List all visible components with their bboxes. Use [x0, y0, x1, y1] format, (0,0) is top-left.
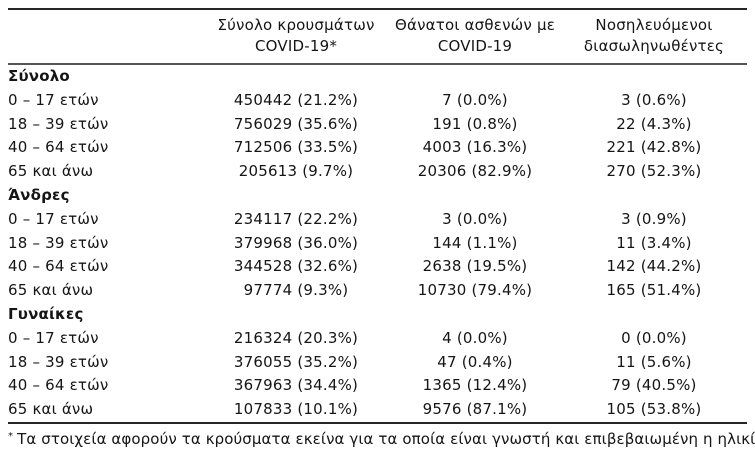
age-group-label: 40 – 64 ετών [8, 376, 109, 395]
table-row: 0 – 17 ετών 216324 (20.3%) 4 (0.0%) 0 (0… [8, 327, 747, 351]
cases-cell: 756029 (35.6%) [233, 114, 359, 133]
intubated-cell: 11 (3.4%) [616, 233, 692, 252]
age-group-label: 40 – 64 ετών [8, 138, 109, 157]
table-header: Σύνολο κρουσμάτων COVID-19* Θάνατοι ασθε… [8, 9, 747, 64]
deaths-cell: 2638 (19.5%) [422, 257, 528, 276]
intubated-cell: 3 (0.9%) [621, 209, 687, 228]
intubated-cell: 270 (52.3%) [606, 162, 702, 181]
deaths-cell: 20306 (82.9%) [417, 162, 533, 181]
deaths-cell: 3 (0.0%) [442, 209, 508, 228]
cases-cell: 234117 (22.2%) [233, 209, 359, 228]
section-row-total: Σύνολο [8, 64, 747, 89]
deaths-cell: 4 (0.0%) [442, 328, 508, 347]
age-group-label: 18 – 39 ετών [8, 114, 109, 133]
age-group-label: 0 – 17 ετών [8, 90, 99, 109]
section-label: Γυναίκες [8, 304, 84, 323]
table-row: 0 – 17 ετών 234117 (22.2%) 3 (0.0%) 3 (0… [8, 208, 747, 232]
age-group-label: 40 – 64 ετών [8, 257, 109, 276]
intubated-cell: 79 (40.5%) [611, 376, 697, 395]
age-group-label: 18 – 39 ετών [8, 233, 109, 252]
table-row: 0 – 17 ετών 450442 (21.2%) 7 (0.0%) 3 (0… [8, 89, 747, 113]
table-row: 18 – 39 ετών 756029 (35.6%) 191 (0.8%) 2… [8, 113, 747, 137]
deaths-cell: 47 (0.4%) [437, 352, 513, 371]
cases-cell: 367963 (34.4%) [233, 376, 359, 395]
covid-age-table-wrapper: Σύνολο κρουσμάτων COVID-19* Θάνατοι ασθε… [8, 8, 747, 424]
column-header-deaths: Θάνατοι ασθενών με COVID-19 [389, 9, 561, 64]
deaths-cell: 4003 (16.3%) [422, 138, 528, 157]
intubated-cell: 142 (44.2%) [606, 257, 702, 276]
deaths-cell: 7 (0.0%) [442, 90, 508, 109]
column-header-total-cases: Σύνολο κρουσμάτων COVID-19* [203, 9, 389, 64]
cases-cell: 97774 (9.3%) [243, 281, 349, 300]
table-row: 40 – 64 ετών 712506 (33.5%) 4003 (16.3%)… [8, 136, 747, 160]
age-group-label: 65 και άνω [8, 162, 94, 181]
intubated-cell: 165 (51.4%) [606, 281, 702, 300]
table-row: 18 – 39 ετών 376055 (35.2%) 47 (0.4%) 11… [8, 351, 747, 375]
deaths-cell: 1365 (12.4%) [422, 376, 528, 395]
age-group-label: 18 – 39 ετών [8, 352, 109, 371]
table-row: 65 και άνω 107833 (10.1%) 9576 (87.1%) 1… [8, 398, 747, 423]
cases-cell: 379968 (36.0%) [233, 233, 359, 252]
age-group-label: 0 – 17 ετών [8, 328, 99, 347]
column-header-intubated-line1: Νοσηλευόμενοι [595, 16, 713, 34]
covid-age-table: Σύνολο κρουσμάτων COVID-19* Θάνατοι ασθε… [8, 8, 747, 424]
section-row-men: Άνδρες [8, 184, 747, 208]
column-header-intubated-line2: διασωληνωθέντες [583, 37, 725, 55]
footnote: * Τα στοιχεία αφορούν τα κρούσματα εκείνα… [8, 429, 755, 449]
column-header-deaths-line1: Θάνατοι ασθενών με [394, 16, 556, 34]
column-header-intubated: Νοσηλευόμενοι διασωληνωθέντες [561, 9, 747, 64]
deaths-cell: 191 (0.8%) [432, 114, 518, 133]
table-row: 40 – 64 ετών 344528 (32.6%) 2638 (19.5%)… [8, 255, 747, 279]
cases-cell: 344528 (32.6%) [233, 257, 359, 276]
footnote-text: Τα στοιχεία αφορούν τα κρούσματα εκείνα … [17, 430, 755, 448]
table-row: 65 και άνω 97774 (9.3%) 10730 (79.4%) 16… [8, 279, 747, 303]
age-group-label: 65 και άνω [8, 400, 94, 419]
column-header-total-cases-line2: COVID-19* [254, 37, 338, 55]
intubated-cell: 3 (0.6%) [621, 90, 687, 109]
cases-cell: 216324 (20.3%) [233, 328, 359, 347]
deaths-cell: 9576 (87.1%) [422, 400, 528, 419]
column-header-total-cases-line1: Σύνολο κρουσμάτων [217, 16, 375, 34]
table-row: 40 – 64 ετών 367963 (34.4%) 1365 (12.4%)… [8, 374, 747, 398]
age-group-label: 0 – 17 ετών [8, 209, 99, 228]
cases-cell: 205613 (9.7%) [238, 162, 354, 181]
age-group-label: 65 και άνω [8, 281, 94, 300]
intubated-cell: 22 (4.3%) [616, 114, 692, 133]
section-row-women: Γυναίκες [8, 303, 747, 327]
cases-cell: 107833 (10.1%) [233, 400, 359, 419]
table-body: Σύνολο 0 – 17 ετών 450442 (21.2%) 7 (0.0… [8, 64, 747, 423]
column-header-deaths-line2: COVID-19 [437, 37, 513, 55]
table-row: 65 και άνω 205613 (9.7%) 20306 (82.9%) 2… [8, 160, 747, 184]
section-label: Άνδρες [8, 185, 70, 204]
cases-cell: 712506 (33.5%) [233, 138, 359, 157]
cases-cell: 376055 (35.2%) [233, 352, 359, 371]
deaths-cell: 10730 (79.4%) [417, 281, 533, 300]
cases-cell: 450442 (21.2%) [233, 90, 359, 109]
table-row: 18 – 39 ετών 379968 (36.0%) 144 (1.1%) 1… [8, 232, 747, 256]
intubated-cell: 0 (0.0%) [621, 328, 687, 347]
column-header-empty [8, 9, 203, 64]
intubated-cell: 105 (53.8%) [606, 400, 702, 419]
intubated-cell: 221 (42.8%) [606, 138, 702, 157]
header-row: Σύνολο κρουσμάτων COVID-19* Θάνατοι ασθε… [8, 9, 747, 64]
intubated-cell: 11 (5.6%) [616, 352, 692, 371]
section-label: Σύνολο [8, 67, 70, 85]
deaths-cell: 144 (1.1%) [432, 233, 518, 252]
footnote-asterisk: * [8, 431, 14, 442]
